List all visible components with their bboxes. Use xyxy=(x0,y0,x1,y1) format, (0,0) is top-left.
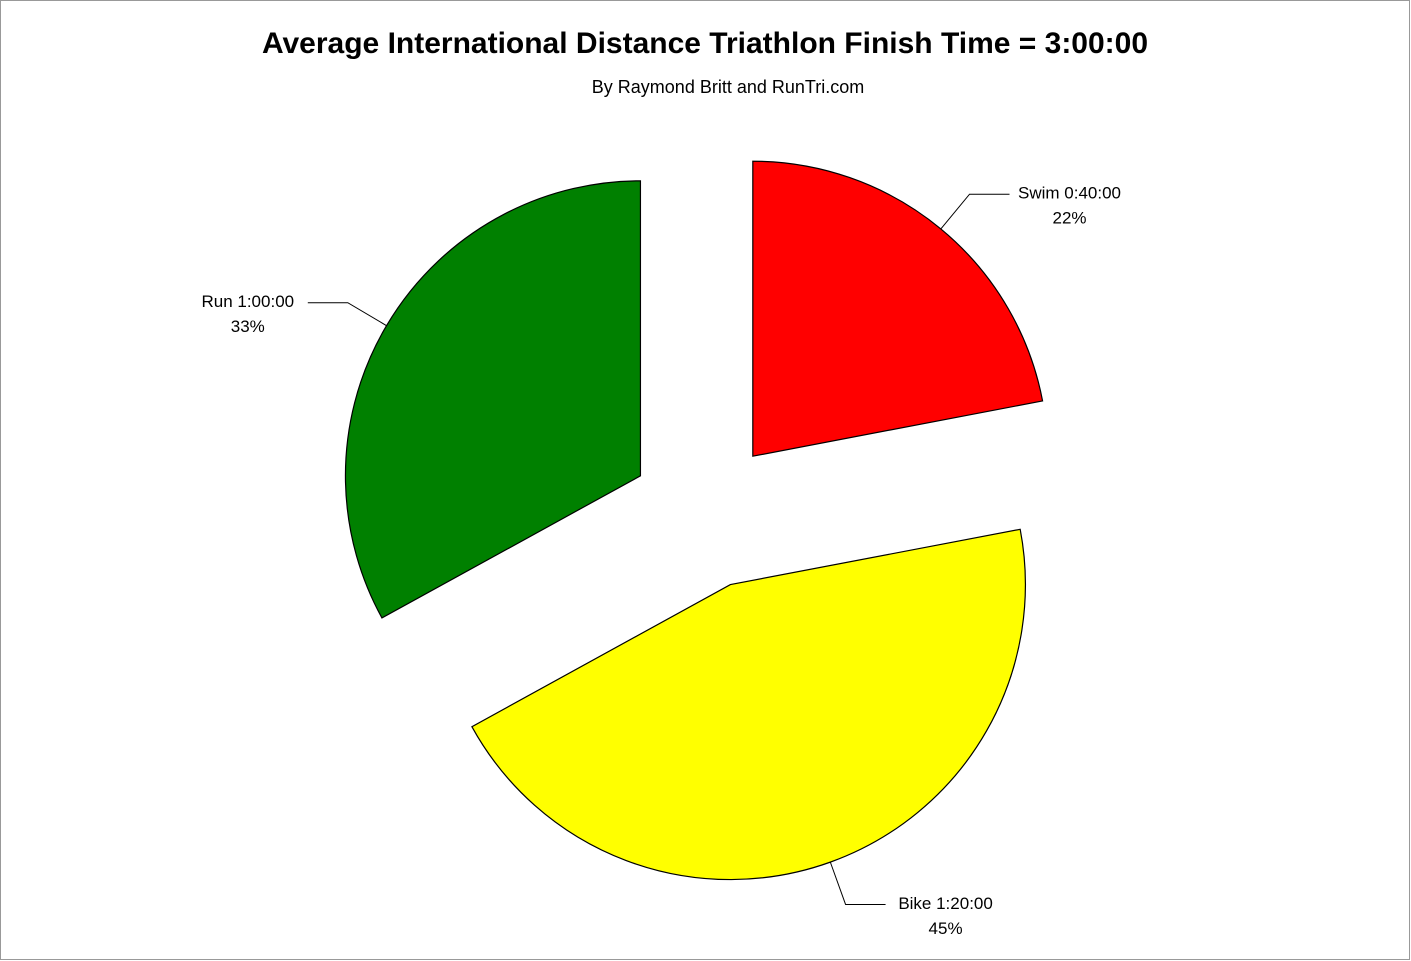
slice-label: Run 1:00:00 xyxy=(201,292,294,311)
leader-line xyxy=(307,302,387,327)
value-label: 45% xyxy=(929,919,963,938)
chart-subtitle: By Raymond Britt and RunTri.com xyxy=(592,77,864,97)
pie-slice xyxy=(752,160,1044,457)
value-label: 22% xyxy=(1053,209,1087,228)
pie-slice xyxy=(471,528,1027,881)
value-label: 33% xyxy=(231,317,265,336)
slice-label: Bike 1:20:00 xyxy=(898,894,993,913)
slice-label: Swim 0:40:00 xyxy=(1018,184,1121,203)
leader-line xyxy=(829,861,886,905)
pie-slice xyxy=(344,180,642,619)
leader-line xyxy=(940,193,1010,230)
chart-title: Average International Distance Triathlon… xyxy=(262,27,1148,60)
